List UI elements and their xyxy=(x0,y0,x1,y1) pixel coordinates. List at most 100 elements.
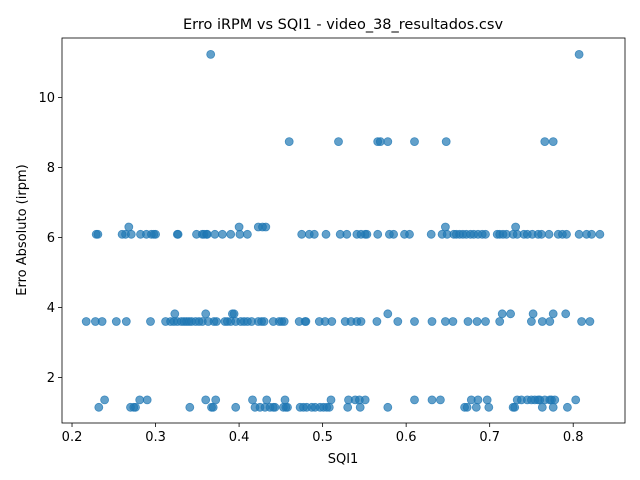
data-point xyxy=(279,317,289,326)
data-point xyxy=(545,317,555,326)
data-point xyxy=(217,229,227,239)
data-point xyxy=(226,229,236,239)
data-point xyxy=(435,395,445,405)
data-point xyxy=(585,317,595,326)
data-point xyxy=(548,137,558,147)
data-point xyxy=(563,402,572,412)
data-point xyxy=(360,395,370,405)
data-point xyxy=(242,229,252,239)
data-point xyxy=(482,395,492,405)
y-tick-label: 10 xyxy=(38,91,55,106)
data-point xyxy=(510,402,520,412)
data-point xyxy=(372,317,382,326)
data-point xyxy=(270,402,280,412)
data-point xyxy=(202,229,212,239)
data-point xyxy=(185,402,195,412)
y-tick-label: 8 xyxy=(47,161,55,176)
data-point xyxy=(97,317,107,326)
x-tick-label: 0.2 xyxy=(62,430,83,445)
data-point xyxy=(231,402,241,412)
x-axis-label: SQI1 xyxy=(328,452,359,467)
data-point xyxy=(410,317,419,326)
data-point xyxy=(248,395,257,405)
data-point xyxy=(537,317,547,326)
data-point xyxy=(284,137,294,147)
data-point xyxy=(210,229,220,239)
data-point xyxy=(481,317,490,326)
data-point xyxy=(342,229,352,239)
data-point xyxy=(448,317,458,326)
y-tick-label: 6 xyxy=(47,231,55,246)
x-tick-label: 0.4 xyxy=(229,430,250,445)
data-point xyxy=(93,229,103,239)
data-point xyxy=(540,137,550,147)
data-point xyxy=(356,317,366,326)
data-point xyxy=(389,229,399,239)
data-point xyxy=(537,229,546,239)
data-point xyxy=(324,402,334,412)
data-point xyxy=(151,229,161,239)
data-point xyxy=(587,229,596,239)
data-point xyxy=(595,229,605,239)
data-point xyxy=(548,402,558,412)
data-point xyxy=(410,395,419,405)
data-point xyxy=(383,137,393,147)
data-point xyxy=(561,309,571,319)
data-point xyxy=(426,229,436,239)
data-point xyxy=(537,402,547,412)
data-point xyxy=(481,229,490,239)
y-tick-label: 2 xyxy=(47,371,55,386)
y-axis-label: Erro Absoluto (irpm) xyxy=(15,164,30,295)
data-point xyxy=(548,309,558,319)
data-point xyxy=(259,317,269,326)
data-point xyxy=(527,317,536,326)
plot-area-frame xyxy=(61,37,626,424)
x-tick-label: 0.3 xyxy=(145,430,166,445)
data-point xyxy=(343,402,353,412)
data-point xyxy=(229,309,239,319)
data-point xyxy=(550,395,560,405)
data-point xyxy=(511,222,520,232)
data-point xyxy=(301,317,311,326)
points-layer xyxy=(81,50,605,412)
x-tick-label: 0.6 xyxy=(396,430,417,445)
data-point xyxy=(170,309,180,319)
x-axis-ticks: 0.2 0.3 0.4 0.5 0.6 0.7 0.8 xyxy=(62,423,584,445)
data-point xyxy=(506,309,516,319)
data-point xyxy=(405,229,414,239)
data-point xyxy=(280,395,290,405)
data-point xyxy=(410,137,419,147)
data-point xyxy=(373,229,383,239)
x-tick-label: 0.8 xyxy=(563,430,584,445)
data-point xyxy=(121,317,131,326)
data-point xyxy=(135,395,145,405)
x-tick-label: 0.5 xyxy=(312,430,333,445)
data-point xyxy=(574,50,584,59)
data-point xyxy=(126,229,136,239)
data-point xyxy=(440,222,450,232)
data-point xyxy=(462,402,472,412)
data-point xyxy=(111,317,121,326)
data-point xyxy=(327,317,337,326)
data-point xyxy=(81,317,91,326)
data-point xyxy=(440,317,450,326)
data-point xyxy=(574,229,584,239)
data-point xyxy=(441,137,451,147)
y-tick-label: 4 xyxy=(47,301,55,316)
data-point xyxy=(124,222,134,232)
data-point xyxy=(495,317,505,326)
data-point xyxy=(471,402,481,412)
data-point xyxy=(235,229,245,239)
data-point xyxy=(94,402,104,412)
data-point xyxy=(427,317,437,326)
data-point xyxy=(321,229,331,239)
data-point xyxy=(571,395,581,405)
data-point xyxy=(562,229,571,239)
data-point xyxy=(484,402,494,412)
data-point xyxy=(473,395,483,405)
data-point xyxy=(544,229,554,239)
data-point xyxy=(201,395,211,405)
data-point xyxy=(577,317,586,326)
data-point xyxy=(131,402,140,412)
data-point xyxy=(393,317,403,326)
